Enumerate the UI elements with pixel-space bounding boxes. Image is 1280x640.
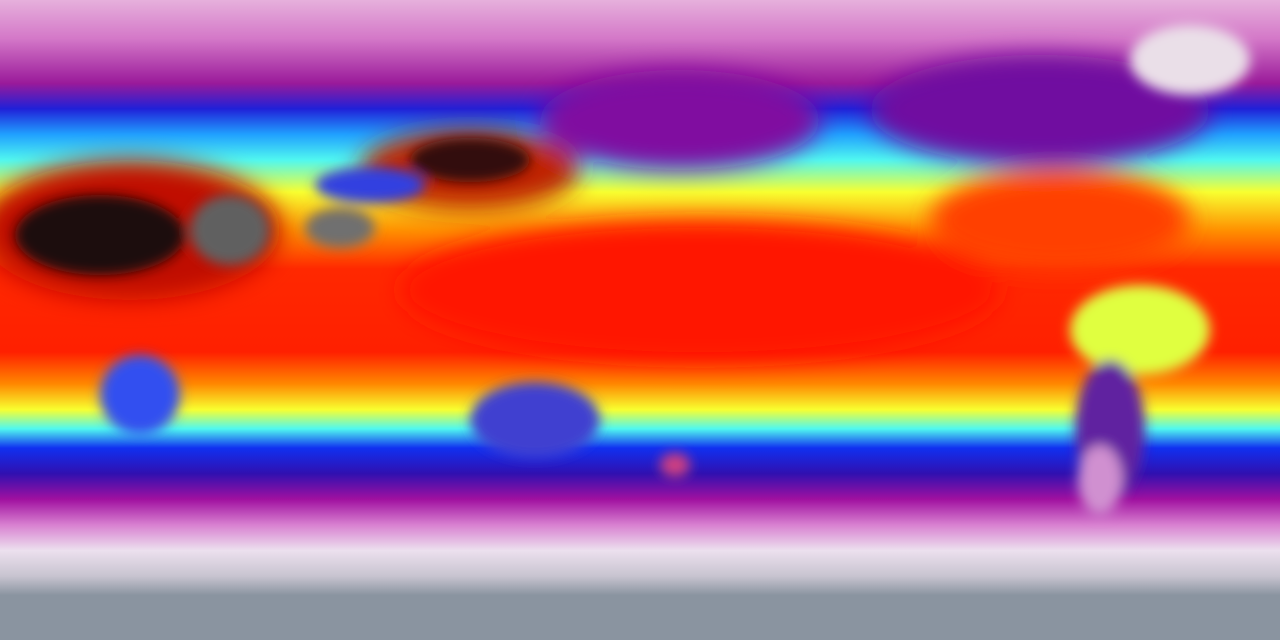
- gobi: [410, 138, 530, 182]
- tibet-cold: [315, 167, 425, 203]
- hot-deserts: [15, 138, 530, 275]
- greenland: [1130, 25, 1250, 95]
- south-america-north: [1070, 285, 1210, 375]
- new-zealand: [660, 453, 690, 477]
- india: [305, 208, 375, 248]
- arabia-desert: [190, 195, 270, 265]
- north-america-cold: [870, 55, 1210, 165]
- south-africa: [100, 355, 180, 435]
- southern-continents: [100, 25, 1250, 515]
- patagonia: [1078, 445, 1122, 515]
- sahara-desert: [15, 195, 185, 275]
- australia: [470, 382, 600, 458]
- tropical-pacific: [400, 220, 1000, 360]
- land-features: [0, 55, 1210, 360]
- north-pacific-cold: [540, 70, 820, 170]
- us-warm: [930, 170, 1190, 270]
